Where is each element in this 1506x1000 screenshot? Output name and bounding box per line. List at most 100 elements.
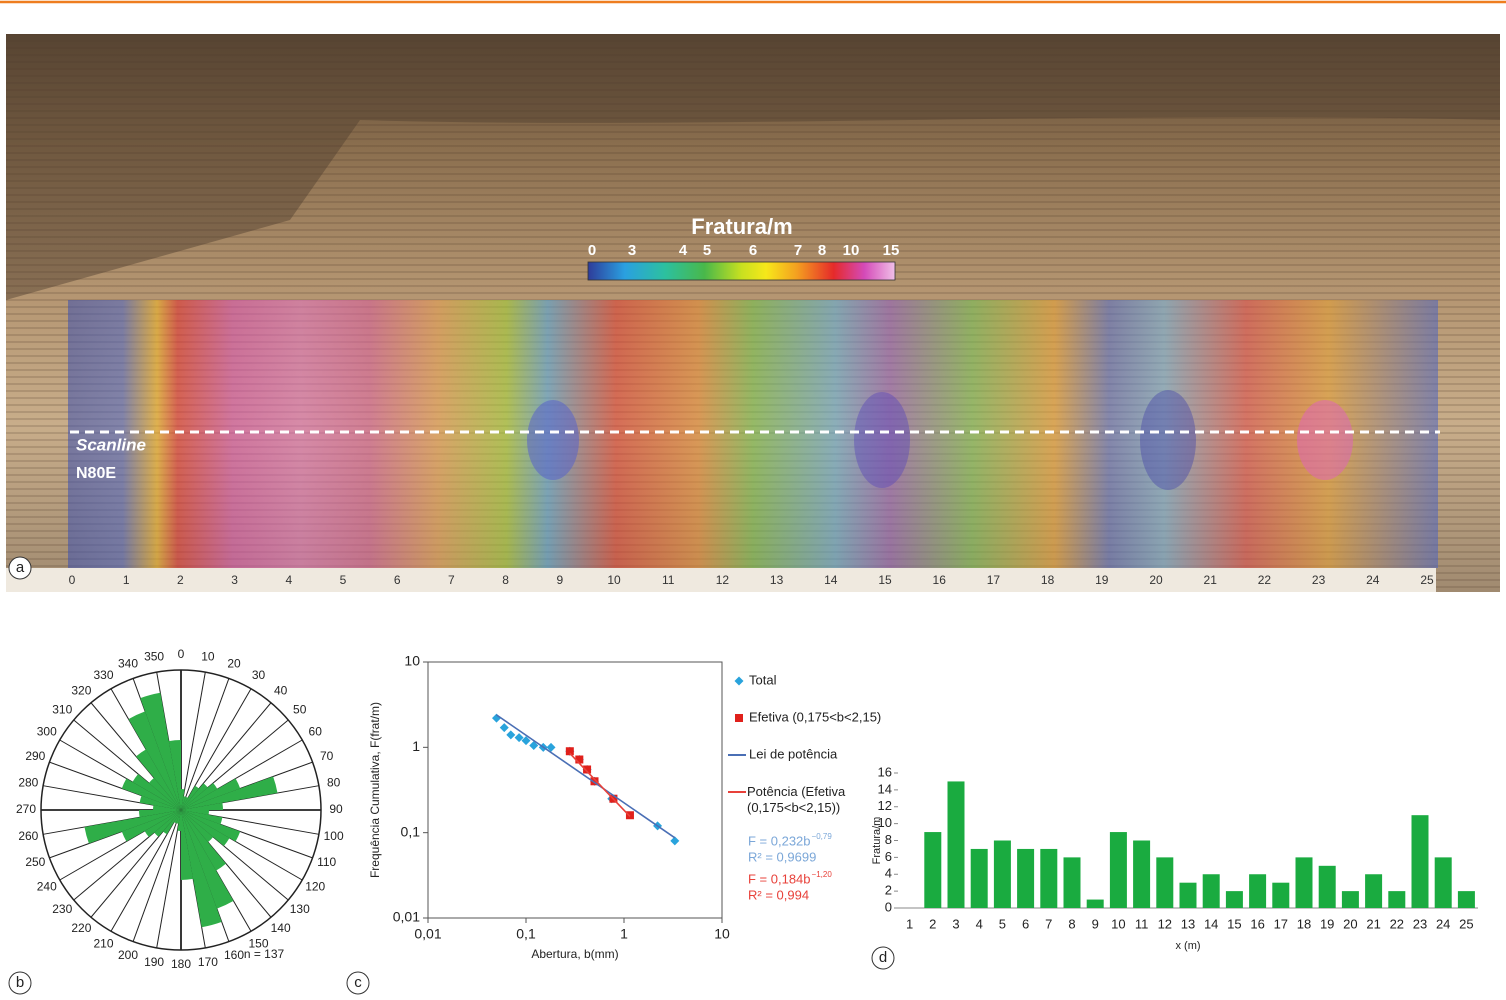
angle-label: 20 xyxy=(227,657,241,671)
r-squared: R² = 0,9699 xyxy=(748,849,816,864)
ruler-label: 7 xyxy=(448,573,455,587)
bar xyxy=(1365,874,1382,908)
legend-label: Total xyxy=(749,672,777,687)
y-axis-label: Frequência Cumulativa, F(frat/m) xyxy=(368,702,382,878)
x-tick-label: 10 xyxy=(714,926,730,942)
x-tick-label: 17 xyxy=(1274,916,1288,931)
equation-exponent: −0,79 xyxy=(812,832,833,841)
y-tick-label: 1 xyxy=(412,738,420,754)
ruler-label: 5 xyxy=(340,573,347,587)
bar xyxy=(1319,866,1336,908)
fit-line xyxy=(496,715,674,838)
bar xyxy=(1180,883,1197,908)
x-tick-label: 3 xyxy=(952,916,959,931)
note: n = 137 xyxy=(244,947,285,961)
panel-label: d xyxy=(879,949,887,966)
angle-label: 270 xyxy=(16,802,36,816)
x-tick-label: 25 xyxy=(1459,916,1473,931)
bar xyxy=(924,832,941,908)
y-axis-label: Fratura/m xyxy=(871,817,883,865)
angle-label: 240 xyxy=(37,880,57,894)
x-tick-label: 6 xyxy=(1022,916,1029,931)
colorbar xyxy=(588,262,895,280)
ruler-label: 19 xyxy=(1095,573,1109,587)
angle-label: 250 xyxy=(25,855,45,869)
angle-label: 80 xyxy=(327,775,341,789)
equation-exponent: −1,20 xyxy=(812,870,833,879)
heat-spot xyxy=(854,392,910,488)
angle-label: 280 xyxy=(18,775,38,789)
r-squared: R² = 0,994 xyxy=(748,887,809,902)
angle-label: 100 xyxy=(324,829,344,843)
colorbar-label: 0 xyxy=(588,242,596,259)
x-tick-label: 15 xyxy=(1227,916,1241,931)
ruler-label: 16 xyxy=(933,573,947,587)
legend-label: Lei de potência xyxy=(749,746,838,761)
heat-spot xyxy=(1297,400,1353,480)
angle-label: 110 xyxy=(317,855,336,869)
x-tick-label: 12 xyxy=(1158,916,1172,931)
page: Fratura/m Scanline N80E a 03456781015012… xyxy=(0,0,1506,1000)
x-tick-label: 4 xyxy=(976,916,983,931)
angle-label: 160 xyxy=(224,948,244,962)
legend-swatch xyxy=(735,714,743,722)
ruler-label: 1 xyxy=(123,573,130,587)
x-tick-label: 2 xyxy=(929,916,936,931)
bar xyxy=(1249,874,1266,908)
bar xyxy=(1040,849,1057,908)
legend-label: Potência (Efetiva (0,175<b<2,15)) xyxy=(747,784,887,816)
bar xyxy=(1272,883,1289,908)
y-tick-label: 8 xyxy=(885,832,892,847)
colorbar-title: Fratura/m xyxy=(691,214,792,239)
ruler-label: 24 xyxy=(1366,573,1380,587)
colorbar-label: 4 xyxy=(679,242,688,259)
data-point xyxy=(506,730,515,739)
ruler-label: 21 xyxy=(1204,573,1218,587)
angle-label: 30 xyxy=(252,668,266,682)
ruler-label: 11 xyxy=(662,573,675,587)
x-tick-label: 16 xyxy=(1250,916,1264,931)
x-tick-label: 1 xyxy=(620,926,628,942)
figure: Fratura/m Scanline N80E a 03456781015012… xyxy=(0,0,1506,1000)
x-tick-label: 23 xyxy=(1413,916,1427,931)
ruler-label: 18 xyxy=(1041,573,1055,587)
x-tick-label: 1 xyxy=(906,916,913,931)
scanline-label: Scanline xyxy=(76,435,146,454)
ruler-label: 6 xyxy=(394,573,401,587)
bar xyxy=(1435,857,1452,908)
angle-label: 170 xyxy=(198,955,218,969)
angle-label: 230 xyxy=(52,902,72,916)
angle-label: 50 xyxy=(293,703,307,717)
heat-spot xyxy=(1140,390,1196,490)
y-tick-label: 0,1 xyxy=(401,823,421,839)
angle-label: 140 xyxy=(271,921,291,935)
angle-label: 60 xyxy=(309,725,323,739)
ruler-label: 9 xyxy=(556,573,563,587)
heat-overlay xyxy=(68,300,1438,568)
ruler-label: 15 xyxy=(878,573,892,587)
panel-label: a xyxy=(16,559,25,576)
angle-label: 40 xyxy=(274,683,288,697)
colorbar-label: 5 xyxy=(703,242,711,259)
ruler-label: 10 xyxy=(607,573,621,587)
bar xyxy=(1412,815,1429,908)
ruler-label: 17 xyxy=(987,573,1001,587)
angle-label: 290 xyxy=(25,749,45,763)
bar xyxy=(1458,891,1475,908)
y-tick-label: 16 xyxy=(878,764,892,779)
y-tick-label: 6 xyxy=(885,849,892,864)
angle-label: 180 xyxy=(171,957,191,971)
bar xyxy=(948,781,965,908)
ruler-label: 2 xyxy=(177,573,184,587)
angle-label: 330 xyxy=(93,668,113,682)
bar xyxy=(1017,849,1034,908)
x-tick-label: 5 xyxy=(999,916,1006,931)
ruler-label: 4 xyxy=(285,573,292,587)
bar xyxy=(971,849,988,908)
x-tick-label: 24 xyxy=(1436,916,1450,931)
angle-label: 90 xyxy=(329,802,343,816)
angle-label: 300 xyxy=(37,725,57,739)
angle-label: 210 xyxy=(93,936,113,950)
y-tick-label: 2 xyxy=(885,883,892,898)
angle-label: 260 xyxy=(18,829,38,843)
